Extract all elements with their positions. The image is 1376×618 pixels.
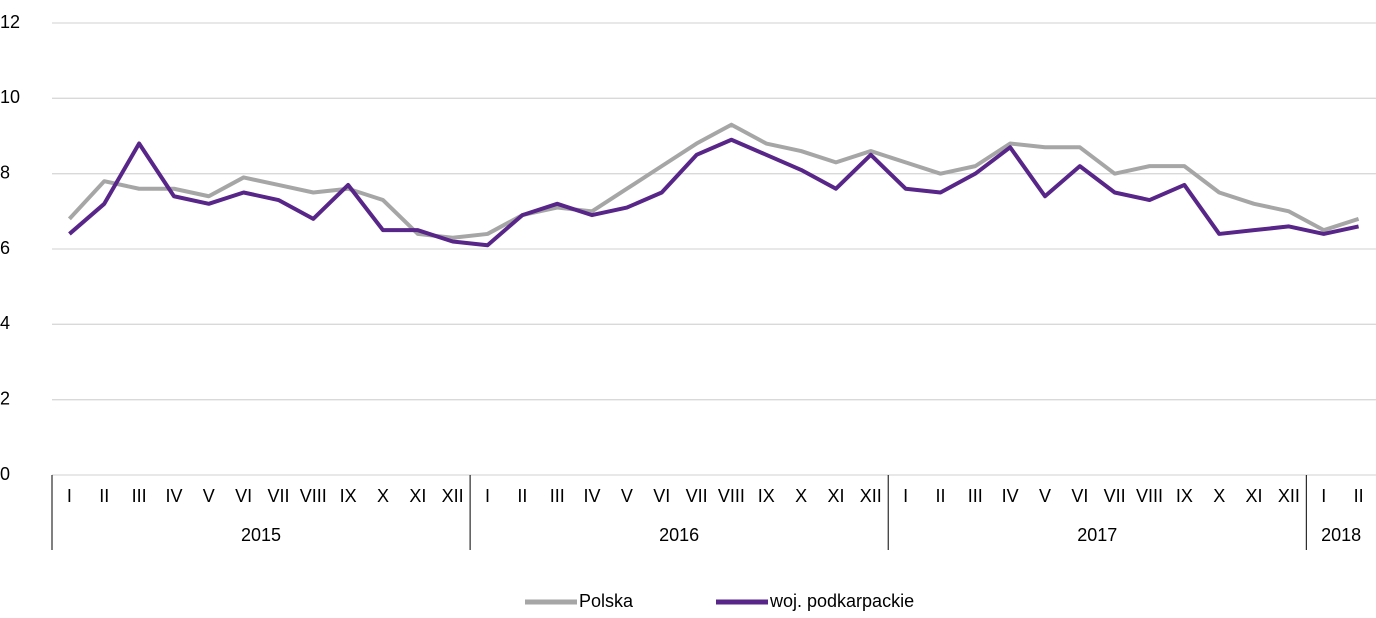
x-tick-label: II xyxy=(1354,486,1364,506)
x-tick-label: V xyxy=(203,486,215,506)
y-tick-label: 6 xyxy=(0,238,10,258)
x-tick-label: V xyxy=(1039,486,1051,506)
y-tick-label: 2 xyxy=(0,388,10,408)
x-tick-label: I xyxy=(485,486,490,506)
x-group-label: 2015 xyxy=(241,525,281,545)
x-tick-label: X xyxy=(1213,486,1225,506)
x-tick-label: VII xyxy=(686,486,708,506)
y-tick-label: 12 xyxy=(0,12,20,32)
x-tick-label: I xyxy=(903,486,908,506)
x-tick-label: XI xyxy=(827,486,844,506)
x-group-label: 2018 xyxy=(1321,525,1361,545)
x-tick-label: IX xyxy=(1176,486,1193,506)
x-tick-label: I xyxy=(1321,486,1326,506)
x-tick-label: XII xyxy=(1278,486,1300,506)
legend-label: Polska xyxy=(579,591,634,611)
x-tick-label: XII xyxy=(860,486,882,506)
x-group-label: 2016 xyxy=(659,525,699,545)
x-tick-label: V xyxy=(621,486,633,506)
y-tick-label: 8 xyxy=(0,162,10,182)
x-tick-label: IV xyxy=(165,486,182,506)
x-tick-label: II xyxy=(99,486,109,506)
x-tick-label: VIII xyxy=(300,486,327,506)
x-tick-label: III xyxy=(968,486,983,506)
x-group-label: 2017 xyxy=(1077,525,1117,545)
x-tick-label: X xyxy=(795,486,807,506)
x-tick-label: VIII xyxy=(1136,486,1163,506)
y-tick-label: 10 xyxy=(0,87,20,107)
x-tick-label: XI xyxy=(409,486,426,506)
x-tick-label: II xyxy=(935,486,945,506)
x-tick-label: VIII xyxy=(718,486,745,506)
x-tick-label: IX xyxy=(340,486,357,506)
x-tick-label: VII xyxy=(267,486,289,506)
series-line xyxy=(67,122,1360,240)
x-tick-label: VI xyxy=(1071,486,1088,506)
legend-label: woj. podkarpackie xyxy=(769,591,914,611)
x-tick-label: IV xyxy=(584,486,601,506)
x-tick-label: I xyxy=(67,486,72,506)
x-tick-label: III xyxy=(550,486,565,506)
x-tick-label: II xyxy=(517,486,527,506)
series-line xyxy=(68,137,1360,248)
x-tick-label: IV xyxy=(1002,486,1019,506)
x-tick-label: VI xyxy=(653,486,670,506)
x-tick-label: XII xyxy=(442,486,464,506)
x-tick-label: III xyxy=(132,486,147,506)
x-tick-label: VI xyxy=(235,486,252,506)
x-tick-label: X xyxy=(377,486,389,506)
x-tick-label: IX xyxy=(758,486,775,506)
x-tick-label: XI xyxy=(1246,486,1263,506)
x-tick-label: VII xyxy=(1104,486,1126,506)
y-tick-label: 0 xyxy=(0,464,10,484)
y-tick-label: 4 xyxy=(0,313,10,333)
